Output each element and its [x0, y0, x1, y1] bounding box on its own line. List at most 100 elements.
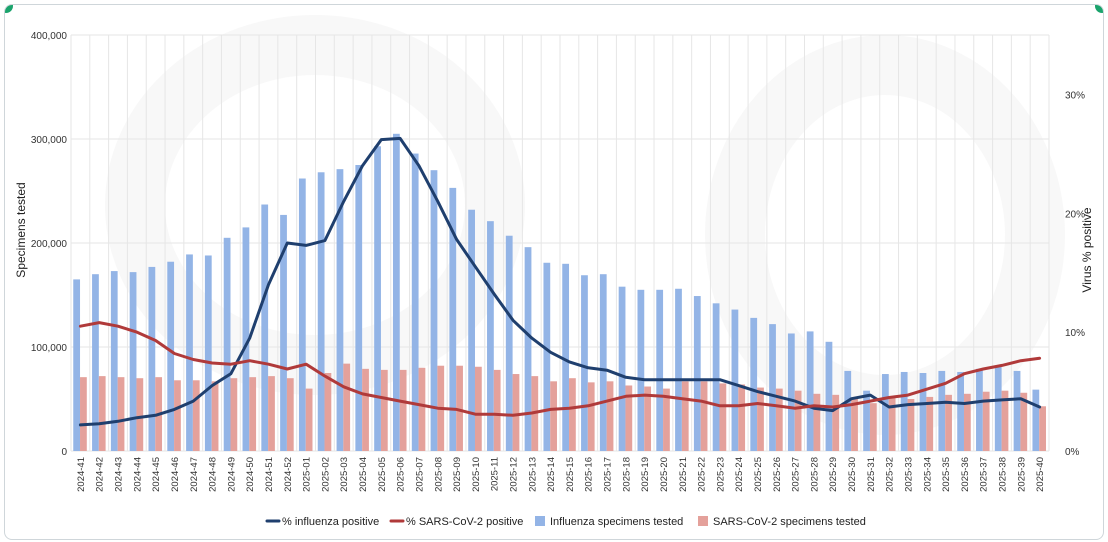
line-series-group [78, 136, 1042, 427]
y2-tick-label: 30% [1065, 90, 1085, 101]
y2-axis-title: Virus % positive [1080, 207, 1094, 292]
bar-sars-cov-2-tested [888, 396, 896, 451]
x-tick-label: 2025-07 [414, 457, 425, 492]
x-tick-label: 2025-19 [640, 457, 651, 492]
bar-influenza-tested [449, 187, 457, 451]
x-tick-label: 2025-27 [791, 457, 802, 492]
x-tick-label: 2025-40 [1035, 457, 1046, 492]
x-tick-label: 2024-49 [226, 457, 237, 492]
bar-sars-cov-2-tested [174, 380, 181, 451]
bar-sars-cov-2-tested [719, 383, 727, 451]
bar-sars-cov-2-tested [926, 396, 934, 451]
bar-sars-cov-2-tested [813, 393, 821, 451]
x-tick-label: 2025-15 [565, 457, 576, 492]
legend-label: % influenza positive [282, 516, 379, 528]
bar-sars-cov-2-tested [512, 374, 520, 451]
bar-sars-cov-2-tested [98, 376, 106, 451]
x-tick-label: 2025-36 [960, 457, 971, 492]
bar-influenza-tested [204, 255, 212, 451]
x-tick-label: 2025-37 [979, 457, 990, 492]
legend: % influenza positive % SARS-CoV-2 positiv… [265, 516, 866, 528]
bar-sars-cov-2-tested [794, 390, 802, 451]
x-tick-label: 2024-51 [264, 457, 275, 492]
y2-tick-label: 0% [1065, 447, 1080, 458]
bar-influenza-tested [92, 274, 99, 451]
x-tick-label: 2025-06 [396, 457, 407, 492]
influenza-positive-line [78, 136, 1042, 427]
bar-influenza-tested [242, 227, 250, 451]
bar-influenza-tested [1013, 370, 1021, 451]
x-tick-label: 2024-44 [132, 457, 143, 492]
bar-influenza-tested [919, 373, 927, 451]
bar-influenza-tested [374, 146, 381, 451]
bar-sars-cov-2-tested [474, 366, 482, 451]
x-tick-label: 2025-20 [659, 457, 670, 492]
y-tick-label: 300,000 [31, 135, 68, 146]
x-tick-label: 2024-47 [189, 457, 200, 492]
x-tick-label: 2025-11 [490, 457, 501, 491]
bar-influenza-tested [957, 371, 964, 451]
bar-influenza-tested [336, 169, 344, 451]
x-tick-label: 2025-38 [998, 457, 1009, 492]
x-tick-label: 2025-17 [603, 457, 614, 492]
x-tick-label: 2025-25 [753, 457, 764, 492]
bar-influenza-tested [618, 286, 626, 451]
bar-sars-cov-2-tested [249, 377, 257, 451]
legend-swatch [698, 516, 708, 526]
bar-sars-cov-2-tested [982, 391, 990, 451]
x-tick-label: 2025-33 [903, 457, 914, 492]
bar-sars-cov-2-tested [192, 380, 200, 451]
bar-sars-cov-2-tested [286, 378, 294, 451]
y-tick-label: 200,000 [31, 239, 68, 250]
x-tick-label: 2025-03 [339, 457, 350, 492]
bar-influenza-tested [392, 133, 400, 452]
chart-card: 0 100,000 200,000 300,000 400,000 0% 10% 20% 30%… [4, 4, 1104, 540]
bar-influenza-tested [543, 262, 551, 451]
legend-swatch [535, 516, 545, 526]
x-tick-label: 2025-39 [1016, 457, 1027, 492]
bar-influenza-tested [881, 374, 889, 451]
bar-influenza-tested [769, 324, 776, 451]
bar-influenza-tested [73, 279, 81, 451]
bar-sars-cov-2-tested [1001, 390, 1009, 451]
bar-influenza-tested [863, 390, 870, 451]
bar-influenza-tested [994, 366, 1002, 451]
y-tick-label: 400,000 [31, 31, 68, 42]
bar-sars-cov-2-tested [493, 369, 501, 451]
bar-influenza-tested [261, 204, 269, 451]
corner-status-dot [1095, 5, 1103, 13]
bar-influenza-tested [712, 303, 720, 451]
bar-sars-cov-2-tested [681, 381, 689, 451]
bar-influenza-tested [825, 341, 833, 451]
bar-sars-cov-2-tested [644, 386, 652, 451]
bar-sars-cov-2-tested [362, 368, 369, 451]
bar-sars-cov-2-tested [569, 378, 576, 451]
bar-influenza-tested [129, 272, 137, 451]
bar-sars-cov-2-tested [550, 381, 557, 451]
x-tick-label: 2024-50 [245, 457, 256, 492]
x-tick-label: 2025-22 [697, 457, 708, 492]
bar-sars-cov-2-tested [211, 381, 219, 451]
x-tick-label: 2025-01 [302, 457, 313, 492]
bar-sars-cov-2-tested [324, 373, 332, 451]
bar-sars-cov-2-tested [963, 393, 971, 451]
gridlines [70, 34, 1050, 452]
x-tick-label: 2025-09 [452, 457, 463, 492]
x-tick-label: 2024-48 [208, 457, 219, 492]
bar-sars-cov-2-tested [587, 382, 595, 451]
bar-influenza-tested [900, 371, 908, 451]
bar-influenza-tested [430, 170, 438, 451]
bar-sars-cov-2-tested [418, 367, 426, 451]
bar-influenza-tested [693, 296, 701, 451]
bar-sars-cov-2-tested [606, 381, 614, 451]
x-tick-label: 2024-45 [151, 457, 162, 492]
bar-sars-cov-2-tested [1039, 406, 1046, 451]
bar-influenza-tested [637, 289, 645, 451]
bar-influenza-tested [110, 271, 118, 451]
bar-influenza-tested [581, 275, 588, 451]
bar-influenza-tested [524, 247, 532, 451]
bar-influenza-tested [806, 331, 814, 451]
bar-sars-cov-2-tested [305, 388, 313, 451]
bar-influenza-tested [656, 289, 664, 451]
x-tick-label: 2025-12 [509, 457, 520, 492]
